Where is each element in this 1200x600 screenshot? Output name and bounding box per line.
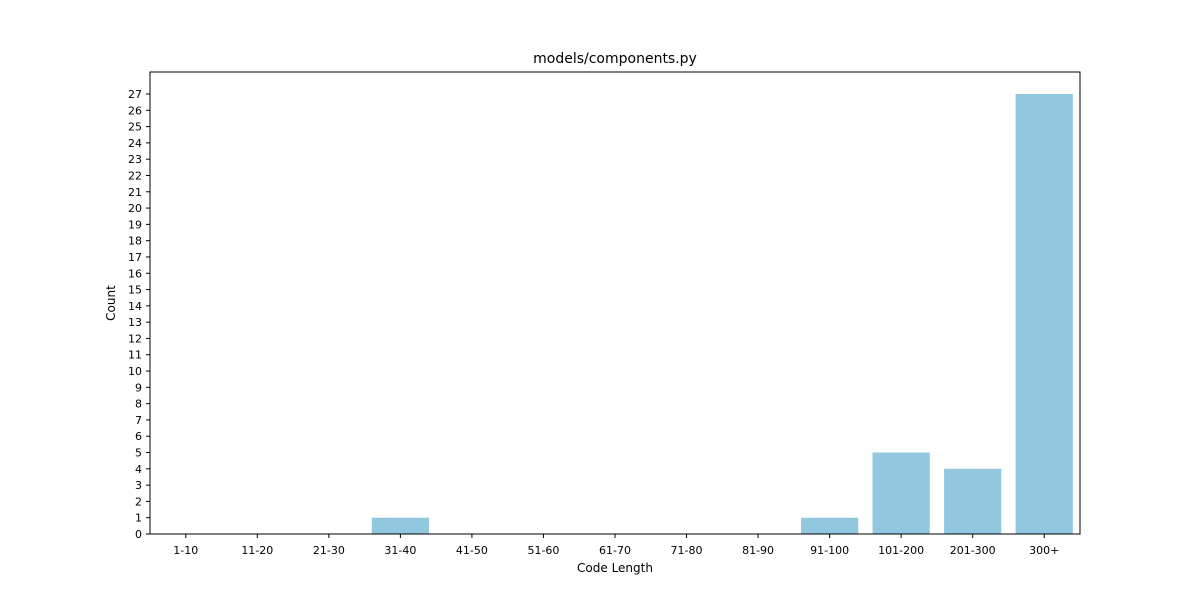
y-tick-label: 4	[135, 463, 142, 476]
y-tick-label: 12	[128, 332, 142, 345]
y-tick-label: 16	[128, 267, 142, 280]
bar-101-200	[872, 452, 930, 534]
y-axis: 0123456789101112131415161718192021222324…	[128, 88, 150, 541]
x-tick-label: 300+	[1029, 544, 1059, 557]
bar-300+	[1015, 94, 1073, 534]
bar-31-40	[371, 517, 429, 534]
y-tick-label: 27	[128, 88, 142, 101]
y-tick-label: 1	[135, 512, 142, 525]
y-tick-label: 3	[135, 479, 142, 492]
y-tick-label: 25	[128, 121, 142, 134]
y-tick-label: 6	[135, 430, 142, 443]
x-tick-label: 201-300	[950, 544, 996, 557]
y-tick-label: 11	[128, 349, 142, 362]
x-tick-label: 61-70	[599, 544, 631, 557]
y-tick-label: 5	[135, 447, 142, 460]
y-tick-label: 13	[128, 316, 142, 329]
y-tick-label: 7	[135, 414, 142, 427]
x-tick-label: 51-60	[527, 544, 559, 557]
y-tick-label: 24	[128, 137, 142, 150]
y-tick-label: 18	[128, 235, 142, 248]
y-tick-label: 8	[135, 398, 142, 411]
x-axis-label: Code Length	[577, 561, 653, 575]
x-tick-label: 41-50	[456, 544, 488, 557]
bar-201-300	[944, 468, 1002, 534]
x-tick-label: 31-40	[384, 544, 416, 557]
y-tick-label: 0	[135, 528, 142, 541]
y-tick-label: 2	[135, 495, 142, 508]
y-tick-label: 26	[128, 104, 142, 117]
y-tick-label: 20	[128, 202, 142, 215]
y-tick-label: 10	[128, 365, 142, 378]
y-tick-label: 14	[128, 300, 142, 313]
y-tick-label: 15	[128, 284, 142, 297]
x-tick-label: 11-20	[241, 544, 273, 557]
x-tick-label: 81-90	[742, 544, 774, 557]
bars-group	[371, 94, 1073, 534]
x-tick-label: 101-200	[878, 544, 924, 557]
x-tick-label: 21-30	[313, 544, 345, 557]
y-tick-label: 23	[128, 153, 142, 166]
y-tick-label: 17	[128, 251, 142, 264]
bar-91-100	[801, 517, 859, 534]
y-tick-label: 21	[128, 186, 142, 199]
chart-title: models/components.py	[533, 51, 697, 67]
x-tick-label: 71-80	[671, 544, 703, 557]
x-tick-label: 1-10	[173, 544, 198, 557]
x-tick-label: 91-100	[810, 544, 849, 557]
y-axis-label: Count	[104, 285, 118, 321]
y-tick-label: 19	[128, 218, 142, 231]
plot-frame	[149, 71, 1081, 535]
y-tick-label: 22	[128, 169, 142, 182]
y-tick-label: 9	[135, 381, 142, 394]
x-axis: 1-10 11-20 21-30 31-40 41-50 51-60 61-70 71-80 8…	[173, 534, 1059, 557]
